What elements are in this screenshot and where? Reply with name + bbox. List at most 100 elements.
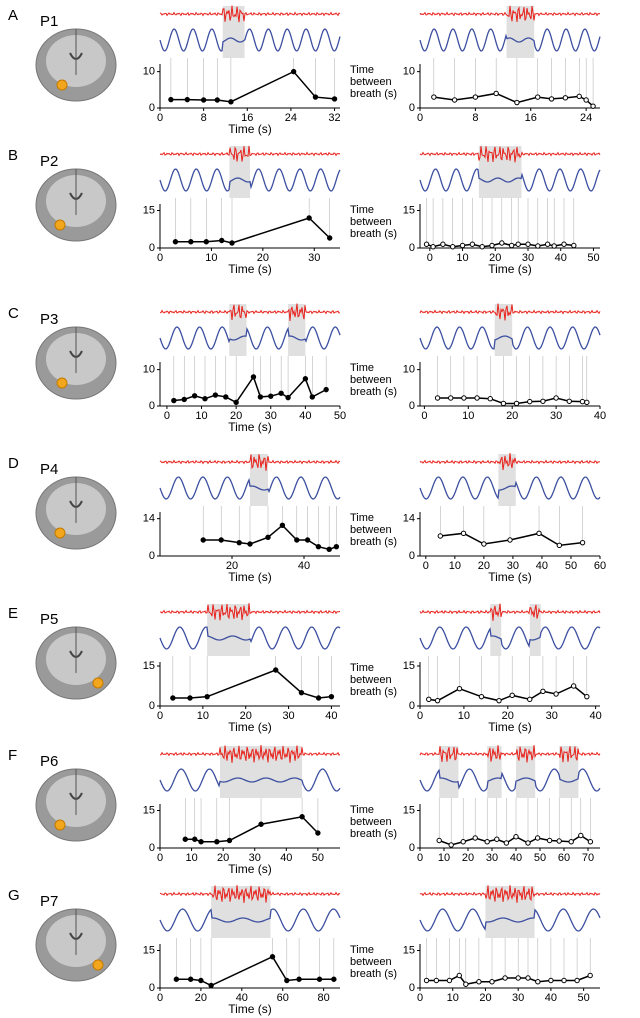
y-axis-label: breath (s)	[350, 386, 397, 398]
x-tick-label: 30	[249, 852, 261, 864]
data-point	[553, 395, 559, 401]
breath-trace	[419, 908, 601, 932]
data-point	[479, 244, 485, 250]
y-tick-label: 0	[409, 842, 415, 854]
y-tick-label: 0	[409, 400, 415, 412]
data-point	[212, 392, 219, 398]
data-point	[172, 239, 179, 245]
x-tick-label: 40	[589, 710, 601, 722]
data-point	[578, 832, 584, 839]
data-point	[484, 839, 490, 845]
stim-window	[516, 746, 536, 798]
data-point	[513, 834, 519, 840]
x-tick-label: 70	[582, 852, 594, 864]
x-tick-label: 0	[427, 252, 433, 264]
data-point	[561, 241, 567, 247]
data-point	[494, 836, 500, 842]
data-point	[258, 821, 264, 827]
data-point	[423, 977, 430, 984]
panel-letter: B	[8, 147, 18, 164]
data-point	[460, 530, 467, 537]
data-point	[331, 976, 337, 982]
data-point	[583, 97, 589, 103]
y-axis-label: Time	[350, 944, 374, 956]
data-point	[316, 976, 323, 982]
y-axis-label: breath (s)	[350, 686, 397, 698]
patient-label: P1	[40, 13, 58, 30]
data-point	[472, 94, 479, 100]
data-point	[423, 241, 430, 247]
data-point	[315, 695, 322, 701]
data-point	[460, 839, 466, 845]
eeg-trace	[159, 744, 341, 763]
eeg-trace	[419, 603, 601, 621]
x-tick-label: 30	[522, 252, 534, 264]
data-point	[171, 397, 177, 404]
data-line	[185, 815, 319, 843]
x-tick-label: 10	[458, 710, 470, 722]
x-axis-label: Time (s)	[228, 862, 272, 876]
data-point	[202, 396, 208, 402]
panel-letter: F	[8, 747, 17, 764]
y-tick-label: 0	[149, 102, 155, 114]
x-tick-label: 0	[157, 112, 163, 124]
data-point	[434, 395, 441, 401]
y-axis-label: between	[350, 374, 392, 386]
x-tick-label: 0	[417, 852, 423, 864]
data-point	[587, 839, 594, 845]
x-tick-label: 30	[507, 560, 519, 572]
data-point	[548, 96, 555, 102]
x-tick-label: 20	[502, 710, 514, 722]
data-point	[525, 975, 531, 981]
stim-window	[229, 146, 250, 198]
x-tick-label: 30	[486, 852, 498, 864]
patient-label: P7	[40, 893, 58, 910]
y-axis-label: breath (s)	[350, 228, 397, 240]
data-point	[247, 541, 253, 547]
panel-letter: G	[8, 887, 20, 904]
eeg-trace	[159, 454, 341, 471]
data-point	[590, 103, 596, 109]
stim-window	[494, 304, 513, 356]
patient-label: P5	[40, 611, 58, 628]
data-point	[436, 837, 442, 844]
data-point	[278, 390, 284, 396]
y-tick-label: 0	[149, 842, 155, 854]
data-point	[587, 972, 593, 979]
data-point	[433, 977, 440, 984]
data-point	[223, 394, 229, 400]
data-point	[463, 981, 469, 987]
y-tick-label: 15	[403, 660, 415, 672]
y-axis-label: between	[350, 76, 392, 88]
x-tick-label: 10	[447, 992, 459, 1004]
x-tick-label: 30	[550, 410, 562, 422]
x-tick-label: 80	[318, 992, 330, 1004]
x-tick-label: 50	[534, 852, 546, 864]
eeg-trace	[419, 885, 601, 903]
breath-trace	[159, 28, 341, 52]
y-axis-label: between	[350, 956, 392, 968]
breath-trace	[419, 768, 601, 792]
breath-trace	[419, 168, 601, 192]
y-tick-label: 15	[403, 944, 415, 956]
y-axis-label: breath (s)	[350, 968, 397, 980]
data-point	[200, 537, 206, 543]
data-point	[536, 530, 542, 537]
x-tick-label: 40	[236, 992, 248, 1004]
x-tick-label: 10	[197, 710, 209, 722]
x-tick-label: 20	[217, 852, 229, 864]
data-point	[200, 97, 207, 103]
x-tick-label: 60	[558, 852, 570, 864]
x-tick-label: 32	[328, 112, 340, 124]
x-tick-label: 16	[525, 112, 537, 124]
panel-letter: D	[8, 455, 19, 472]
data-point	[584, 399, 590, 406]
x-tick-label: 50	[587, 252, 599, 264]
x-tick-label: 10	[456, 252, 468, 264]
x-tick-label: 40	[594, 410, 606, 422]
x-tick-label: 40	[299, 410, 311, 422]
stim-window	[485, 886, 535, 938]
patient-label: P2	[40, 153, 58, 170]
x-axis-label: Time (s)	[228, 420, 272, 434]
data-point	[508, 242, 515, 249]
